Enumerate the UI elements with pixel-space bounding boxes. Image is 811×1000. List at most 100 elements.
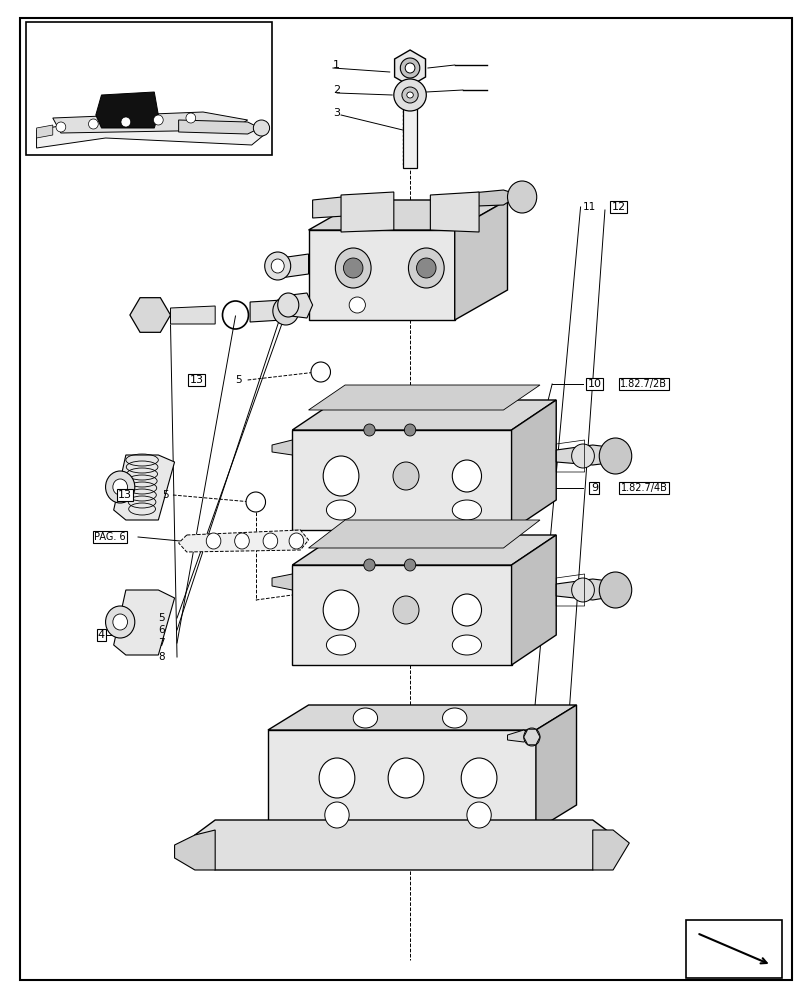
Polygon shape: [556, 579, 616, 600]
Polygon shape: [341, 192, 393, 232]
Ellipse shape: [404, 559, 415, 571]
Ellipse shape: [234, 533, 249, 549]
Ellipse shape: [88, 119, 98, 129]
Ellipse shape: [56, 122, 66, 132]
Text: 10: 10: [586, 379, 601, 389]
Text: 13: 13: [189, 375, 204, 385]
Ellipse shape: [113, 479, 127, 495]
Polygon shape: [26, 22, 272, 155]
Polygon shape: [36, 118, 264, 148]
Polygon shape: [290, 293, 312, 318]
Ellipse shape: [393, 596, 418, 624]
Ellipse shape: [323, 456, 358, 496]
Ellipse shape: [323, 590, 358, 630]
Polygon shape: [195, 820, 612, 870]
Ellipse shape: [363, 424, 375, 436]
Polygon shape: [308, 230, 454, 320]
Ellipse shape: [264, 252, 290, 280]
Ellipse shape: [272, 297, 298, 325]
Polygon shape: [130, 298, 170, 332]
Ellipse shape: [401, 87, 418, 103]
Ellipse shape: [452, 635, 481, 655]
Polygon shape: [685, 920, 781, 978]
Ellipse shape: [121, 117, 131, 127]
Polygon shape: [292, 565, 511, 665]
Text: 12: 12: [611, 202, 625, 212]
Ellipse shape: [405, 63, 414, 73]
Ellipse shape: [105, 606, 135, 638]
Ellipse shape: [400, 58, 419, 78]
Ellipse shape: [363, 559, 375, 571]
Ellipse shape: [153, 115, 163, 125]
Polygon shape: [170, 306, 215, 324]
Polygon shape: [272, 440, 292, 455]
Text: 1.82.7/4B: 1.82.7/4B: [620, 483, 667, 493]
Polygon shape: [250, 300, 285, 322]
Polygon shape: [308, 520, 539, 548]
Text: 11: 11: [582, 202, 595, 212]
Ellipse shape: [343, 258, 363, 278]
Ellipse shape: [289, 533, 303, 549]
Ellipse shape: [263, 533, 277, 549]
Ellipse shape: [571, 578, 594, 602]
Text: PAG. 6: PAG. 6: [94, 532, 125, 542]
Polygon shape: [36, 125, 53, 138]
Ellipse shape: [393, 79, 426, 111]
Polygon shape: [292, 430, 511, 530]
Polygon shape: [272, 574, 292, 590]
Text: 4: 4: [98, 630, 105, 640]
Text: 1.82.7/2B: 1.82.7/2B: [620, 379, 667, 389]
Text: 8: 8: [158, 652, 165, 662]
Polygon shape: [280, 254, 308, 278]
Polygon shape: [114, 455, 174, 520]
Polygon shape: [394, 50, 425, 86]
Polygon shape: [402, 108, 417, 168]
Ellipse shape: [388, 758, 423, 798]
Polygon shape: [450, 190, 519, 207]
Polygon shape: [535, 705, 576, 830]
Ellipse shape: [326, 635, 355, 655]
Polygon shape: [511, 400, 556, 530]
Ellipse shape: [105, 471, 135, 503]
Polygon shape: [268, 730, 535, 830]
Polygon shape: [292, 400, 556, 430]
Polygon shape: [454, 200, 507, 320]
Polygon shape: [53, 112, 247, 133]
Polygon shape: [308, 200, 507, 230]
Ellipse shape: [253, 120, 269, 136]
Ellipse shape: [271, 259, 284, 273]
Text: 2: 2: [333, 85, 340, 95]
Ellipse shape: [349, 297, 365, 313]
Ellipse shape: [324, 802, 349, 828]
Text: 5: 5: [158, 613, 165, 623]
Text: 9: 9: [590, 483, 597, 493]
Polygon shape: [430, 192, 478, 232]
Ellipse shape: [246, 492, 265, 512]
Text: 6: 6: [158, 625, 165, 635]
Ellipse shape: [452, 594, 481, 626]
Polygon shape: [292, 535, 556, 565]
Ellipse shape: [461, 758, 496, 798]
Ellipse shape: [571, 444, 594, 468]
Text: 5: 5: [162, 490, 169, 500]
Polygon shape: [556, 445, 616, 465]
Ellipse shape: [335, 248, 371, 288]
Polygon shape: [178, 120, 260, 134]
Ellipse shape: [452, 460, 481, 492]
Ellipse shape: [113, 614, 127, 630]
Ellipse shape: [466, 802, 491, 828]
Ellipse shape: [452, 500, 481, 520]
Ellipse shape: [599, 438, 631, 474]
Polygon shape: [178, 530, 308, 552]
Ellipse shape: [353, 708, 377, 728]
Ellipse shape: [326, 500, 355, 520]
Polygon shape: [268, 705, 576, 730]
Polygon shape: [96, 92, 158, 128]
Text: 3: 3: [333, 108, 340, 118]
Ellipse shape: [442, 708, 466, 728]
Polygon shape: [20, 18, 791, 980]
Ellipse shape: [507, 181, 536, 213]
Polygon shape: [114, 590, 174, 655]
Polygon shape: [511, 535, 556, 665]
Text: 5: 5: [235, 375, 242, 385]
